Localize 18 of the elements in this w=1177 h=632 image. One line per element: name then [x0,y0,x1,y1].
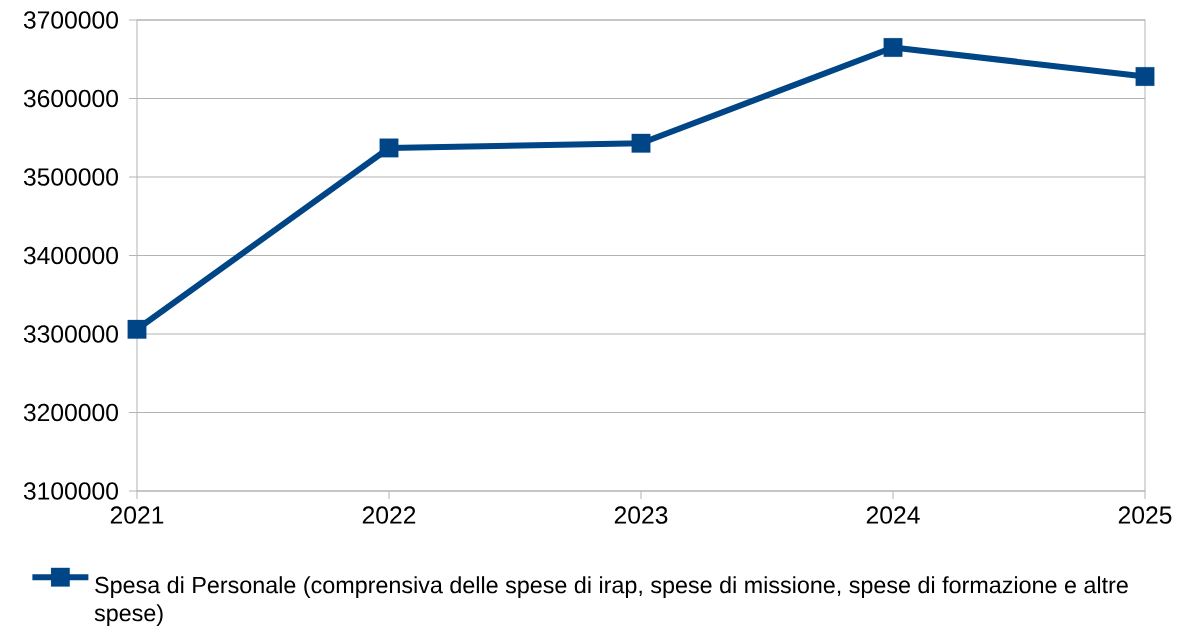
y-tick-label: 3300000 [23,325,118,343]
x-tick-label: 2022 [362,506,416,524]
x-tick-label: 2024 [866,506,920,524]
legend-label: Spesa di Personale (comprensiva delle spese di irap, spese di missione, spese di formazione e altre spese) [94,576,1128,626]
y-tick-label: 3400000 [23,246,118,265]
point [883,38,903,57]
point [379,138,399,158]
y-tick-label: 3700000 [23,11,118,29]
y-tick-label: 3500000 [23,168,118,186]
x-tick-label: 2021 [110,506,164,524]
y-tick-label: 3200000 [23,403,118,422]
point [127,319,147,339]
x-tick-label: 2023 [614,506,668,524]
y-tick-label: 3100000 [23,482,118,500]
y-tick-label: 3600000 [23,89,118,108]
point [1135,67,1155,86]
x-tick-label: 2025 [1118,506,1172,524]
point [631,133,651,153]
